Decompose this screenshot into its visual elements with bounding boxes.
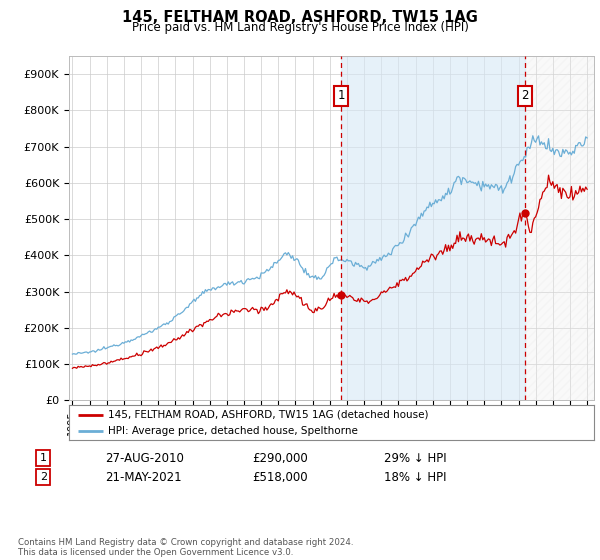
Bar (341, 56, 525, 400)
Text: £518,000: £518,000 (252, 470, 308, 484)
Text: 18% ↓ HPI: 18% ↓ HPI (384, 470, 446, 484)
Text: 145, FELTHAM ROAD, ASHFORD, TW15 1AG (detached house): 145, FELTHAM ROAD, ASHFORD, TW15 1AG (de… (109, 409, 429, 419)
Text: 2: 2 (521, 90, 529, 102)
Text: Price paid vs. HM Land Registry's House Price Index (HPI): Price paid vs. HM Land Registry's House … (131, 21, 469, 34)
Text: 27-AUG-2010: 27-AUG-2010 (105, 451, 184, 465)
Text: 1: 1 (337, 90, 344, 102)
Text: 21-MAY-2021: 21-MAY-2021 (105, 470, 182, 484)
Text: Contains HM Land Registry data © Crown copyright and database right 2024.
This d: Contains HM Land Registry data © Crown c… (18, 538, 353, 557)
Bar (525, 56, 594, 400)
Text: 1: 1 (40, 453, 47, 463)
Text: 29% ↓ HPI: 29% ↓ HPI (384, 451, 446, 465)
Text: £290,000: £290,000 (252, 451, 308, 465)
Text: HPI: Average price, detached house, Spelthorne: HPI: Average price, detached house, Spel… (109, 426, 358, 436)
Text: 145, FELTHAM ROAD, ASHFORD, TW15 1AG: 145, FELTHAM ROAD, ASHFORD, TW15 1AG (122, 10, 478, 25)
Text: 2: 2 (40, 472, 47, 482)
